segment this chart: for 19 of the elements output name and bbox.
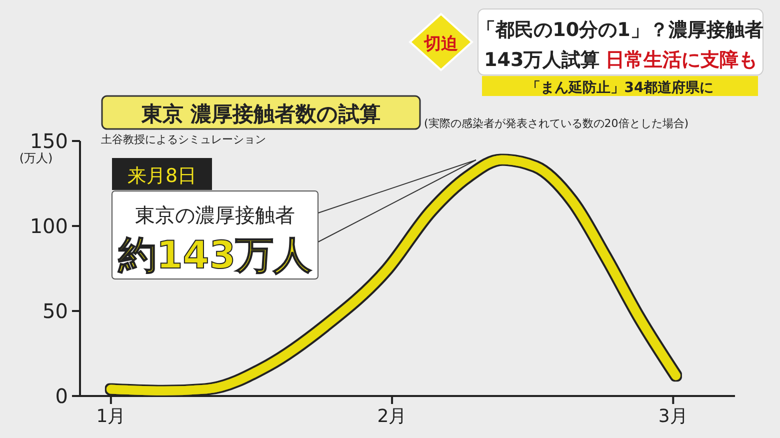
chart-title: 東京 濃厚接触者数の試算 xyxy=(140,102,381,126)
chart-subtitle: (実際の感染者が発表されている数の20倍とした場合) xyxy=(424,117,689,130)
y-tick-label: 150 xyxy=(30,129,68,153)
annotation: 土谷教授によるシミュレーション xyxy=(101,133,266,146)
x-tick-label: 1月 xyxy=(96,406,126,427)
x-tick-label: 2月 xyxy=(377,406,407,427)
annotation: 東京の濃厚接触者 xyxy=(135,203,295,227)
annotation: 約143万人 xyxy=(117,233,312,277)
text: 「まん延防止」34都道府県に xyxy=(526,79,714,96)
x-tick-label: 3月 xyxy=(658,406,688,427)
text: 日常生活に支障も xyxy=(606,49,758,71)
y-tick-label: 100 xyxy=(30,214,68,238)
text: 「都民の10分の1」？濃厚接触者 xyxy=(476,19,764,41)
text: 143万人試算 xyxy=(484,49,600,71)
y-tick-label: 0 xyxy=(55,384,68,408)
text: 切迫 xyxy=(423,34,459,54)
y-tick-label: 50 xyxy=(42,299,68,323)
y-axis-title: (万人) xyxy=(19,151,53,165)
annotation: 来月8日 xyxy=(127,165,197,187)
